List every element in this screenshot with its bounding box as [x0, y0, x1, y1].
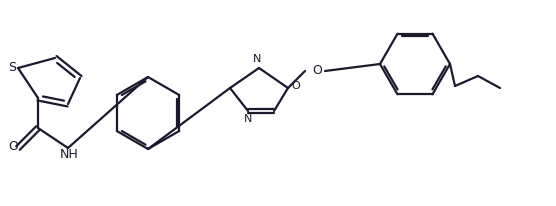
Text: O: O [312, 63, 322, 76]
Text: O: O [292, 81, 300, 91]
Text: S: S [8, 61, 16, 74]
Text: O: O [8, 140, 18, 153]
Text: N: N [244, 114, 252, 124]
Text: NH: NH [59, 147, 78, 160]
Text: N: N [253, 54, 261, 64]
